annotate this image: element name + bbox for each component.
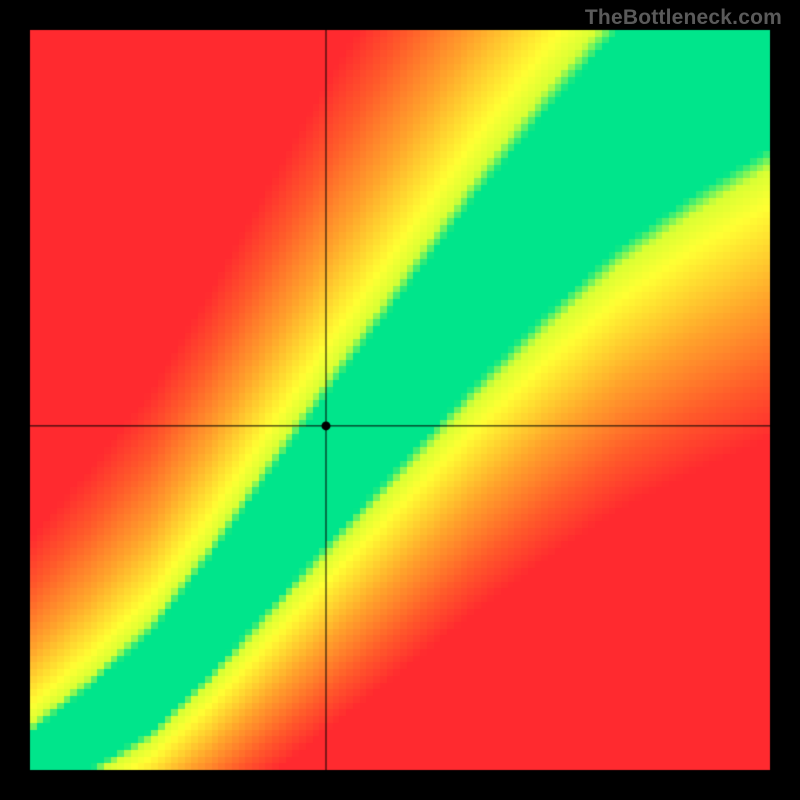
chart-container: TheBottleneck.com [0, 0, 800, 800]
attribution-text: TheBottleneck.com [585, 6, 782, 30]
bottleneck-heatmap [0, 0, 800, 800]
